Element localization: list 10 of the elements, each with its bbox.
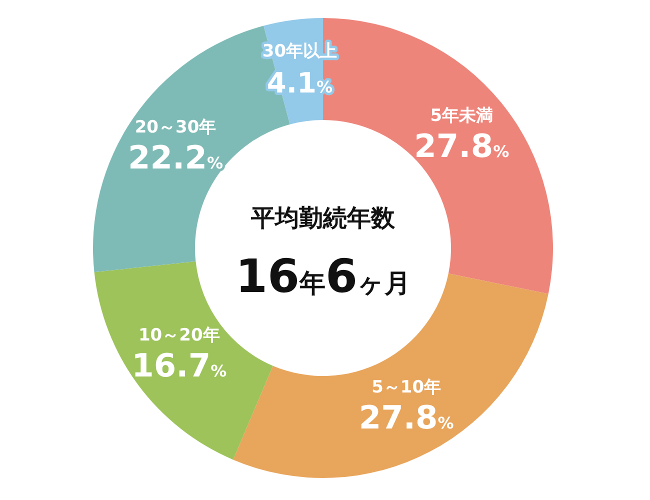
slice-label: 10～20年 xyxy=(138,326,220,346)
data-label: 22.2% xyxy=(128,138,223,177)
data-label: 27.8% xyxy=(358,398,454,436)
text: 平均勤続年数 xyxy=(250,204,396,232)
slice-label: 5年未満 xyxy=(430,106,494,126)
slice-label: 20～30年 xyxy=(134,118,216,138)
data-label: 16.7% xyxy=(132,346,227,384)
text: 16年6ヶ月 xyxy=(235,249,411,303)
data-label: 27.8% xyxy=(414,126,510,165)
slice-label: 5～10年 xyxy=(372,377,442,398)
